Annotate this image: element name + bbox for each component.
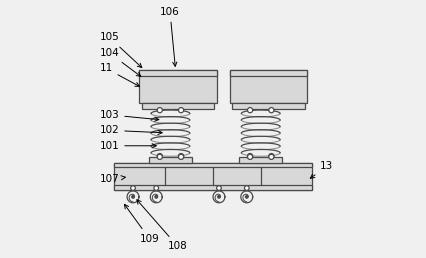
Bar (230, 70, 307, 103)
Text: 108: 108 (137, 200, 187, 251)
Bar (139, 70, 217, 103)
Circle shape (248, 108, 253, 113)
Text: 106: 106 (160, 7, 180, 66)
Text: 102: 102 (100, 125, 162, 135)
Circle shape (157, 154, 162, 159)
Bar (139, 70, 217, 76)
Circle shape (157, 108, 162, 113)
Text: 105: 105 (100, 33, 142, 68)
Text: 103: 103 (100, 110, 159, 121)
Circle shape (155, 196, 158, 198)
Circle shape (178, 154, 184, 159)
Circle shape (157, 154, 162, 159)
Bar (239, 157, 282, 163)
Circle shape (132, 196, 134, 198)
Bar (114, 163, 312, 167)
Circle shape (245, 186, 249, 190)
Circle shape (269, 108, 274, 113)
Circle shape (154, 186, 158, 190)
Circle shape (178, 108, 184, 113)
Text: 101: 101 (100, 141, 156, 151)
Text: 109: 109 (124, 204, 159, 244)
Bar (142, 103, 214, 109)
Text: 13: 13 (310, 162, 333, 178)
Bar (232, 103, 305, 109)
Circle shape (178, 154, 184, 159)
Circle shape (248, 154, 253, 159)
Circle shape (218, 196, 220, 198)
Bar (114, 185, 312, 190)
Bar (149, 157, 192, 163)
Bar (114, 163, 312, 190)
Circle shape (269, 154, 274, 159)
Text: 11: 11 (100, 63, 139, 86)
Circle shape (131, 186, 135, 190)
Text: 107: 107 (100, 174, 125, 184)
Circle shape (248, 154, 253, 159)
Text: 104: 104 (100, 48, 141, 76)
Circle shape (217, 186, 221, 190)
Circle shape (245, 196, 248, 198)
Bar (230, 70, 307, 76)
Circle shape (269, 154, 274, 159)
